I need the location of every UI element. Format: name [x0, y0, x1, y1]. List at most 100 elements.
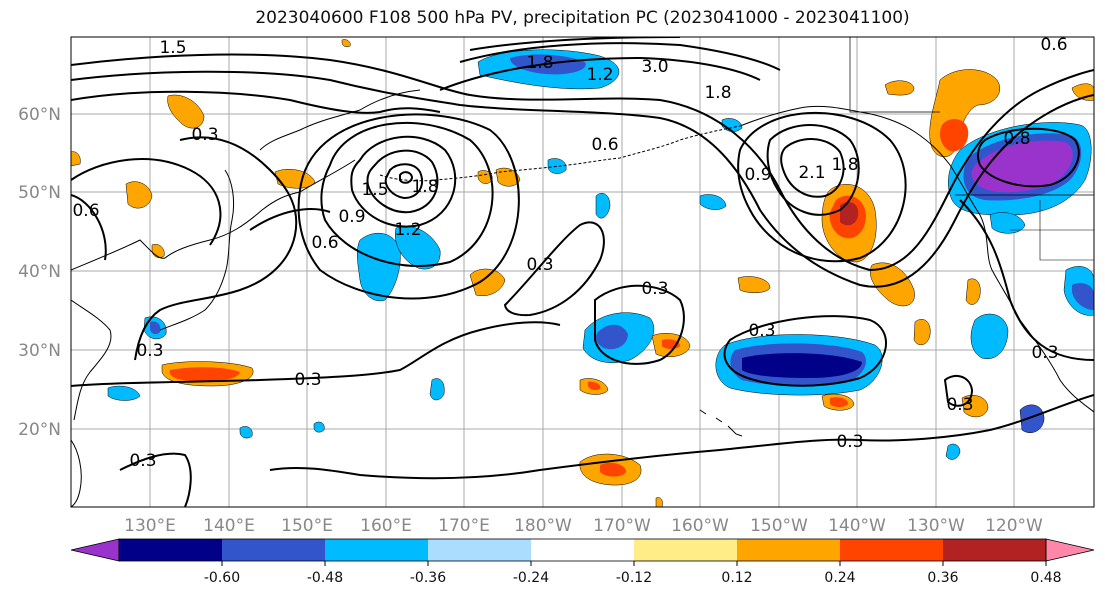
contour-label: 0.3 [836, 432, 863, 452]
colorbar-tick-label: -0.36 [410, 570, 446, 586]
precip-region-navy [742, 353, 862, 378]
lat-label: 50°N [18, 183, 61, 203]
contour-label: 1.5 [361, 180, 388, 200]
precip-region-red [588, 381, 601, 390]
lon-label: 140°W [828, 516, 886, 536]
contour-label: 0.9 [338, 207, 365, 227]
coastline-north-america [739, 105, 1094, 413]
contour-label: 1.8 [831, 155, 858, 175]
precip-region-orange [495, 167, 521, 187]
lon-label: 180°W [514, 516, 572, 536]
precip-region-lightblue [394, 226, 441, 270]
precip-region-orange [737, 276, 771, 293]
precip-region-blue [150, 321, 161, 335]
precip-region-lightblue [595, 193, 611, 219]
coastline-japan [159, 169, 235, 331]
colorbar-frame [118, 538, 1047, 562]
lon-label: 170°W [593, 516, 651, 536]
lon-label: 120°W [985, 516, 1043, 536]
precip-region-orange [125, 181, 153, 209]
contour-labels: 1.5 1.8 3.0 1.2 1.8 0.6 0.9 2.1 1.8 0.3 … [72, 35, 1067, 471]
contour-label: 0.3 [136, 341, 163, 361]
precip-region-lightblue [989, 212, 1026, 234]
precip-region-blue [596, 324, 628, 350]
precip-region-blue [1072, 283, 1094, 310]
contour-label: 0.3 [526, 255, 553, 275]
precip-shading [71, 39, 1094, 507]
colorbar-cell [119, 539, 223, 561]
lon-label: 150°W [750, 516, 808, 536]
precip-region-lightblue [547, 158, 567, 174]
precip-region-orange [884, 80, 915, 96]
contour-label: 1.5 [159, 38, 186, 58]
colorbar-extension-high [1045, 538, 1095, 562]
colorbar-cell [737, 539, 841, 561]
colorbar-cell [943, 539, 1047, 561]
colorbar-tick-label: -0.24 [513, 570, 549, 586]
lon-label: 150°E [281, 516, 333, 536]
colorbar-tick-label: -0.12 [616, 570, 652, 586]
colorbar: -0.60 -0.48 -0.36 -0.24 -0.12 0.12 0.24 0.36 0.4… [70, 538, 1095, 586]
colorbar-cell [531, 539, 635, 561]
border-alaska-canada [849, 37, 940, 113]
contour-label: 0.6 [311, 233, 338, 253]
precip-region-red [940, 118, 969, 152]
precip-region-red [600, 462, 626, 477]
coastline-china [71, 299, 112, 421]
precip-region-red [830, 397, 848, 407]
precip-region-lightblue [699, 194, 727, 210]
lon-label: 130°W [907, 516, 965, 536]
colorbar-cell [840, 539, 944, 561]
lon-label: 160°E [360, 516, 412, 536]
coastline-hawaii [699, 409, 743, 437]
contour-label: 0.3 [946, 395, 973, 415]
contour-label: 1.8 [526, 53, 553, 73]
precip-region-red [169, 367, 240, 382]
pv-contours [71, 37, 1094, 507]
contour-label: 0.8 [1003, 129, 1030, 149]
lat-label: 30°N [18, 341, 61, 361]
contour-label: 0.3 [129, 451, 156, 471]
coastline-southeast-asia [71, 439, 82, 507]
contour-label: 0.3 [748, 321, 775, 341]
lon-label: 170°E [438, 516, 490, 536]
colorbar-tick-label: -0.48 [307, 570, 343, 586]
precip-region-orange [167, 94, 205, 129]
contour-label: 3.0 [641, 57, 668, 77]
precip-region-lightblue [107, 385, 141, 401]
precip-region-lightblue [239, 426, 253, 439]
lat-label: 20°N [18, 420, 61, 440]
colorbar-tick-label: -0.60 [204, 570, 240, 586]
colorbar-extension-low [70, 538, 120, 562]
lon-label: 140°E [203, 516, 255, 536]
precip-region-orange [341, 39, 351, 48]
lat-label: 40°N [18, 262, 61, 282]
precip-region-lightblue [313, 421, 325, 433]
contour-label: 0.3 [294, 370, 321, 390]
precip-region-orange [274, 169, 316, 189]
contour-label: 0.6 [1040, 35, 1067, 55]
contour-label: 0.6 [72, 201, 99, 221]
lon-label: 130°E [124, 516, 176, 536]
colorbar-tick-label: 0.24 [824, 570, 855, 586]
colorbar-cell [634, 539, 738, 561]
contour-label: 1.8 [411, 177, 438, 197]
contour-label: 0.3 [641, 279, 668, 299]
precip-region-lightblue [357, 232, 401, 302]
lon-label: 160°W [671, 516, 729, 536]
precip-region-lightblue [945, 443, 961, 460]
contour-label: 0.9 [744, 165, 771, 185]
precip-region-orange [469, 268, 506, 296]
precip-region-blue [1019, 404, 1045, 433]
colorbar-tick-label: 0.48 [1030, 570, 1061, 586]
contour-label: 2.1 [798, 163, 825, 183]
contour-label: 1.2 [586, 65, 613, 85]
colorbar-tick-label: 0.12 [721, 570, 752, 586]
latitude-labels: 60°N 50°N 40°N 30°N 20°N [18, 105, 61, 440]
coastlines [71, 37, 1094, 507]
colorbar-cell [428, 539, 532, 561]
coastline-kamchatka [259, 89, 421, 151]
precip-region-darkred [840, 202, 859, 226]
precip-region-orange [965, 278, 981, 305]
